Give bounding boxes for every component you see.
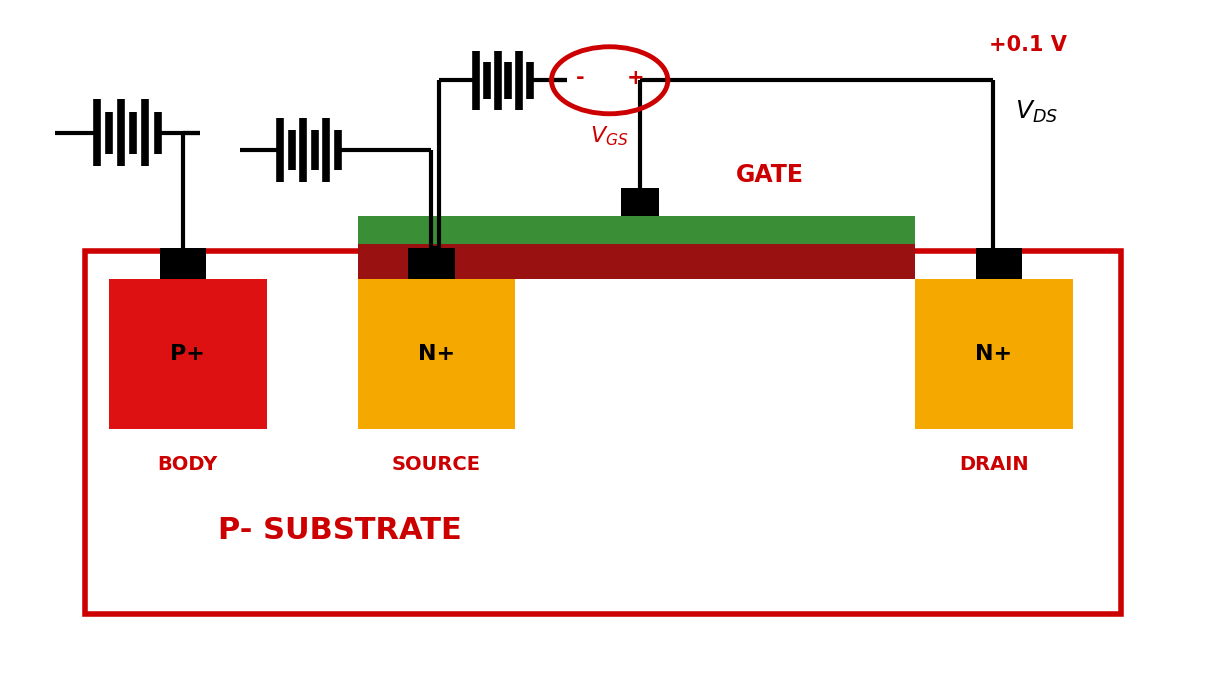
Text: +0.1 V: +0.1 V — [989, 36, 1067, 55]
Text: SOURCE: SOURCE — [391, 454, 481, 474]
Bar — [915, 279, 1073, 429]
Text: -: - — [576, 68, 591, 88]
Bar — [408, 248, 454, 279]
Bar — [358, 279, 515, 429]
Text: DRAIN: DRAIN — [959, 454, 1029, 474]
Bar — [85, 251, 1121, 614]
Bar — [160, 248, 206, 279]
Text: +: + — [627, 68, 645, 88]
Text: N+: N+ — [418, 344, 454, 364]
Bar — [109, 279, 267, 429]
Text: $V_{DS}$: $V_{DS}$ — [1014, 98, 1058, 125]
Text: N+: N+ — [976, 344, 1012, 364]
Bar — [358, 216, 915, 244]
Bar — [621, 188, 659, 216]
Bar — [358, 244, 915, 279]
Text: P+: P+ — [171, 344, 205, 364]
Bar — [976, 248, 1022, 279]
Text: $V_{GS}$: $V_{GS}$ — [590, 124, 629, 148]
Text: P- SUBSTRATE: P- SUBSTRATE — [218, 516, 462, 545]
Text: BODY: BODY — [158, 454, 218, 474]
Text: GATE: GATE — [736, 163, 804, 186]
